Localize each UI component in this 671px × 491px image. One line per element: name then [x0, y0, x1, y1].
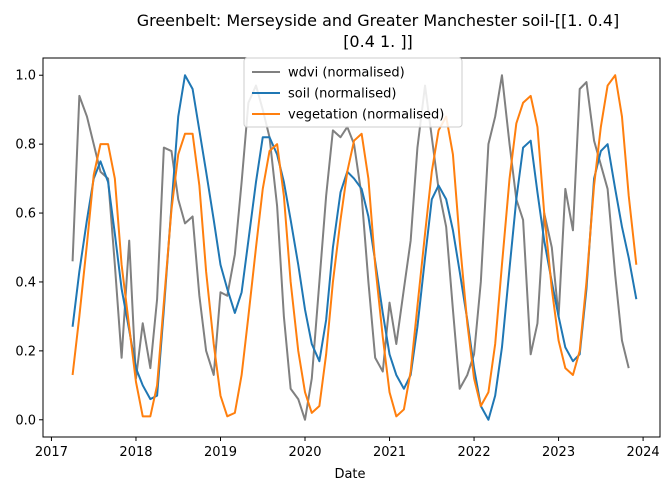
- x-tick-label: 2019: [204, 445, 237, 460]
- legend-label: soil (normalised): [288, 87, 396, 102]
- series-line-2: [71, 74, 638, 418]
- x-axis-label: Date: [334, 467, 365, 482]
- x-tick-label: 2017: [35, 445, 68, 460]
- y-tick-label: 0.8: [15, 138, 36, 153]
- y-tick-label: 0.2: [15, 344, 36, 359]
- y-tick-label: 0.4: [15, 275, 36, 290]
- series-layer: [71, 74, 638, 421]
- legend-label: vegetation (normalised): [288, 108, 444, 123]
- x-tick-label: 2023: [542, 445, 575, 460]
- series-line-0: [71, 74, 630, 421]
- chart-title-line2: [0.4 1. ]]: [343, 32, 413, 51]
- legend-box: [243, 57, 463, 128]
- chart-title-line1: Greenbelt: Merseyside and Greater Manche…: [137, 11, 620, 30]
- y-tick-label: 1.0: [15, 69, 36, 84]
- y-tick-label: 0.6: [15, 207, 36, 222]
- legend: wdvi (normalised) soil (normalised) vegeta…: [243, 57, 463, 128]
- legend-label: wdvi (normalised): [288, 66, 405, 81]
- x-axis: 2017 2018 2019 2020 2021 2022 2023 2024: [35, 437, 660, 460]
- x-tick-label: 2018: [119, 445, 152, 460]
- y-axis: 0.0 0.2 0.4 0.6 0.8 1.0: [15, 69, 43, 428]
- x-tick-label: 2024: [627, 445, 660, 460]
- x-tick-label: 2022: [458, 445, 491, 460]
- x-tick-label: 2021: [373, 445, 406, 460]
- x-tick-label: 2020: [288, 445, 321, 460]
- y-tick-label: 0.0: [15, 413, 36, 428]
